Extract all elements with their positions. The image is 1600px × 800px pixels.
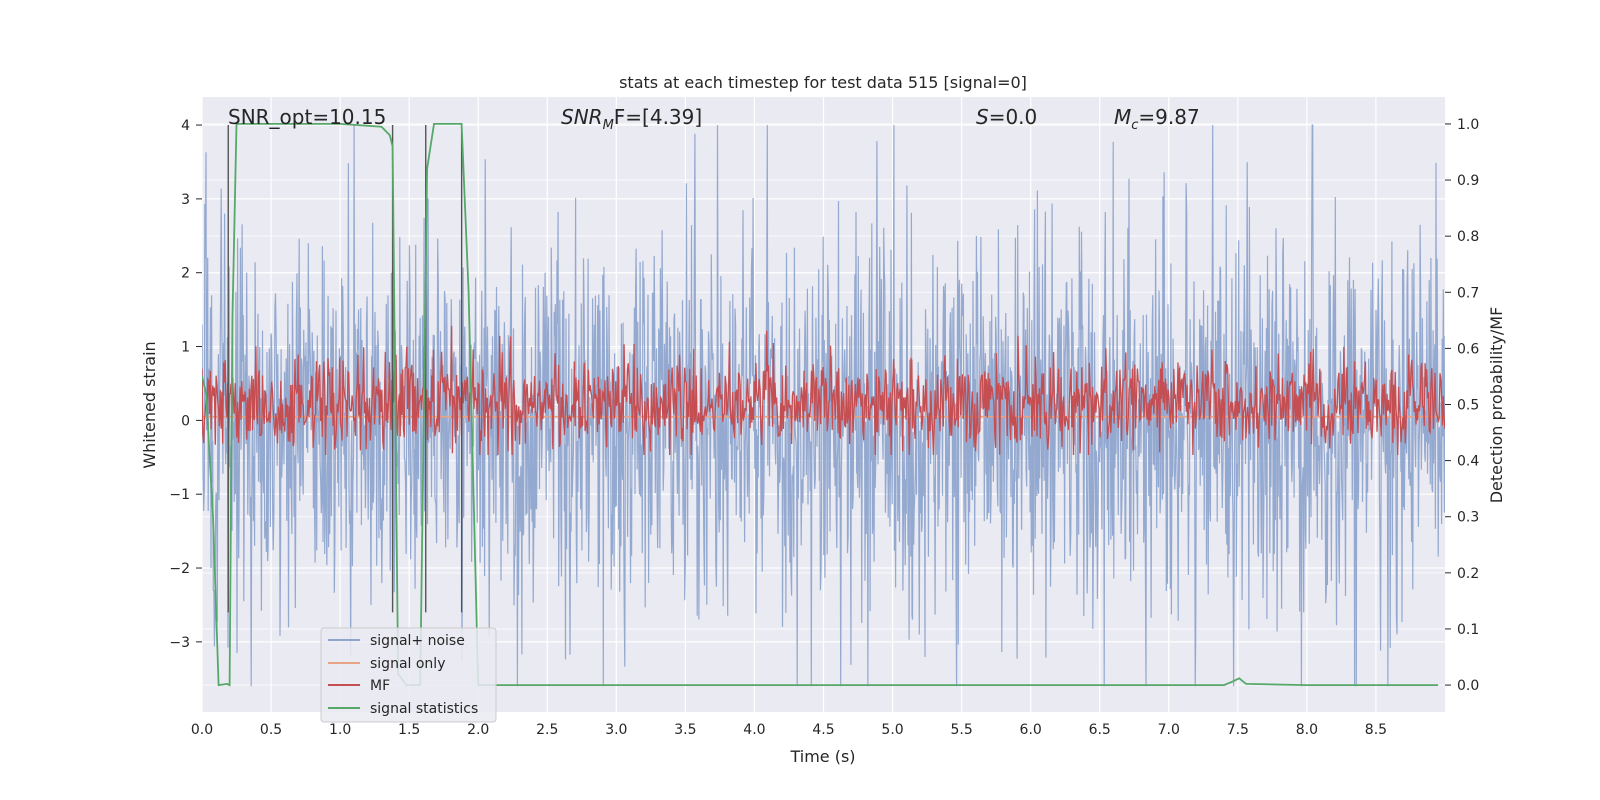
x-tick-label: 2.0 <box>467 722 489 738</box>
y-right-tick-label: 0.0 <box>1457 678 1479 694</box>
x-tick-label: 5.0 <box>881 722 903 738</box>
x-tick-label: 6.5 <box>1089 722 1111 738</box>
y-right-tick-label: 0.6 <box>1457 341 1479 357</box>
y-right-tick-label: 0.5 <box>1457 398 1479 414</box>
annotation-snr-mf: SNRMF=[4.39] <box>561 105 702 133</box>
x-tick-label: 7.0 <box>1158 722 1180 738</box>
x-tick-label: 1.0 <box>329 722 351 738</box>
series-signal-plus-noise <box>202 124 1445 687</box>
y-tick-label: −3 <box>169 635 190 651</box>
y-tick-label: 2 <box>181 266 190 282</box>
y-tick-label: 3 <box>181 192 190 208</box>
x-tick-label: 8.5 <box>1365 722 1387 738</box>
x-tick-label: 3.5 <box>674 722 696 738</box>
legend-box <box>320 627 497 723</box>
y-tick-label: 1 <box>181 340 190 356</box>
y-right-axis-ticks: 0.0 0.1 0.2 0.3 0.4 0.5 0.6 0.7 0.8 0.9 1.0 <box>1445 117 1479 694</box>
x-tick-label: 7.5 <box>1227 722 1249 738</box>
legend-label-signal-only: signal only <box>370 656 445 672</box>
y-right-tick-label: 1.0 <box>1457 117 1479 133</box>
annotation-snr-opt: SNR_opt=10.15 <box>228 105 386 129</box>
y-right-tick-label: 0.3 <box>1457 510 1479 526</box>
y-tick-label: 4 <box>181 118 190 134</box>
legend-label-signal-statistics: signal statistics <box>370 701 478 717</box>
series-mf <box>202 325 1445 456</box>
x-tick-label: 2.5 <box>536 722 558 738</box>
legend-label-signal-plus-noise: signal+ noise <box>370 633 465 649</box>
x-tick-label: 4.5 <box>812 722 834 738</box>
annotation-mc: Mc=9.87 <box>1114 105 1200 133</box>
x-tick-label: 0.0 <box>191 722 213 738</box>
legend: signal+ noise signal only MF signal stat… <box>320 627 497 723</box>
y-right-axis-label: Detection probability/MF <box>1487 307 1506 504</box>
y-axis-label: Whitened strain <box>140 341 159 468</box>
y-right-tick-label: 0.8 <box>1457 229 1479 245</box>
x-tick-label: 4.0 <box>743 722 765 738</box>
x-tick-label: 8.0 <box>1296 722 1318 738</box>
y-right-tick-label: 0.2 <box>1457 566 1479 582</box>
y-right-tick-label: 0.1 <box>1457 622 1479 638</box>
x-tick-label: 5.5 <box>950 722 972 738</box>
x-axis-label: Time (s) <box>789 747 855 766</box>
y-axis-ticks: −3 −2 −1 0 1 2 3 4 <box>169 118 202 651</box>
chart-title: stats at each timestep for test data 515… <box>619 73 1027 92</box>
y-right-tick-label: 0.9 <box>1457 173 1479 189</box>
y-tick-label: −2 <box>169 561 190 577</box>
x-tick-label: 6.0 <box>1020 722 1042 738</box>
x-tick-label: 0.5 <box>260 722 282 738</box>
x-tick-label: 1.5 <box>398 722 420 738</box>
y-right-tick-label: 0.7 <box>1457 285 1479 301</box>
y-right-tick-label: 0.4 <box>1457 454 1479 470</box>
x-axis-ticks: 0.0 0.5 1.0 1.5 2.0 2.5 3.0 3.5 4.0 4.5 5.0 5.5 6.0 6… <box>191 722 1387 738</box>
annotation-s: S=0.0 <box>976 105 1037 129</box>
x-tick-label: 3.0 <box>605 722 627 738</box>
y-tick-label: −1 <box>169 487 190 503</box>
y-tick-label: 0 <box>181 413 190 429</box>
legend-label-mf: MF <box>370 678 390 694</box>
